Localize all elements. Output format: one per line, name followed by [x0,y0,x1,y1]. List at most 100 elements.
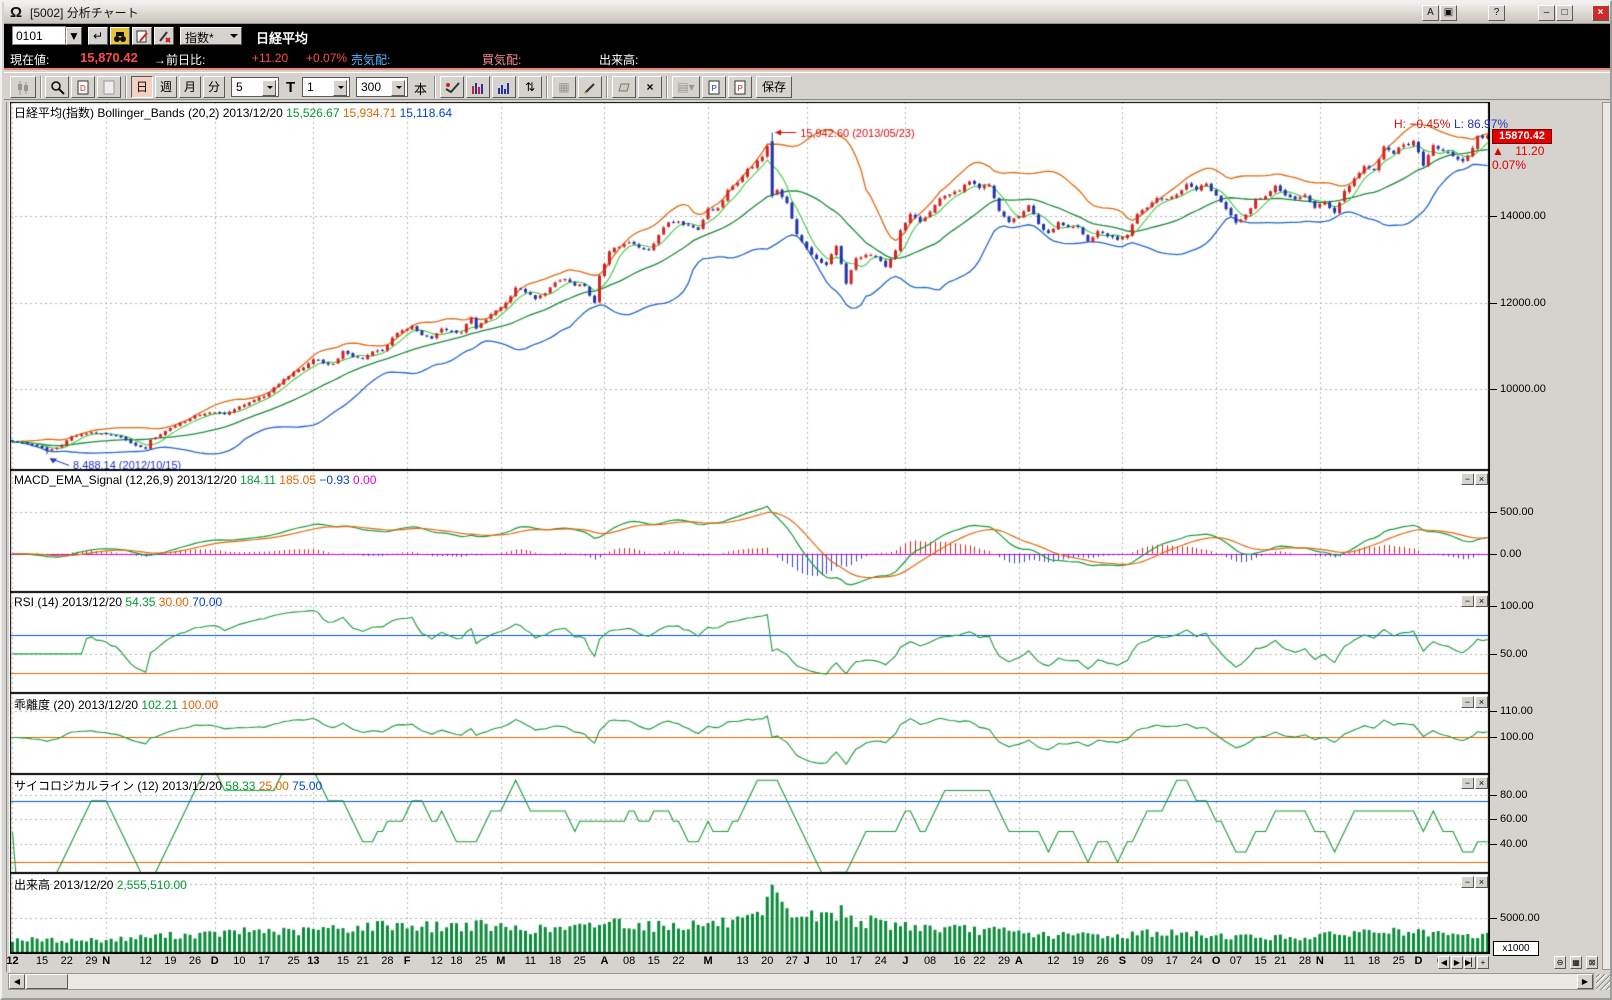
chart-jump-latest-button[interactable]: ▶▏ [1464,956,1478,969]
y-axis-tick-label: 50.00 [1500,647,1528,660]
vol-panel-minimize-button[interactable]: − [1461,876,1474,888]
macd-panel-close-button[interactable]: × [1475,473,1488,485]
interval-select[interactable]: 1 [302,77,350,97]
x-axis-day-label: 19 [1071,955,1085,967]
psych-panel-close-button[interactable]: × [1475,777,1488,789]
rsi-panel-close-button[interactable]: × [1475,595,1488,607]
zoom-tool-button[interactable] [45,76,69,98]
symbol-input[interactable] [12,26,66,45]
x-axis-month-label: M [703,955,713,967]
close-crosshair-button[interactable]: ⊠ [1586,956,1598,969]
zoom-out-button[interactable]: ⊖ [1554,956,1566,969]
rsi-panel-minimize-button[interactable]: − [1461,595,1474,607]
draw-line-button[interactable] [578,76,602,98]
eraser-button[interactable] [612,76,636,98]
period-weekly-button[interactable]: 週 [155,76,177,98]
header-segment: −0.93 [316,473,350,487]
header-segment: 54.35 [125,595,156,609]
rsi-panel-header: RSI (14) 2013/12/20 54.35 30.00 70.00 [14,595,222,609]
pencil-icon [584,83,595,94]
kairi-panel-minimize-button[interactable]: − [1461,696,1474,708]
delete-all-button[interactable]: × [638,76,662,98]
period-minute-button[interactable]: 分 [203,76,225,98]
price-chart-canvas[interactable] [10,102,1490,954]
symbol-row: ▼ ↵ 指数* 日経平均 [4,24,1610,48]
y-axis-tick [1490,843,1497,845]
header-segment: MACD_EMA_Signal (12,26,9) 2013/12/20 [14,473,241,487]
minimize-button[interactable]: – [1538,5,1555,21]
volume-style-button[interactable] [466,76,490,98]
x-axis-day-label: 29 [997,955,1011,967]
scrollbar-right-arrow[interactable]: ▶ [1577,974,1593,989]
scrollbar-left-arrow[interactable]: ◀ [9,974,25,989]
edit-memo-button[interactable] [132,27,152,45]
y-axis-tick [1490,553,1497,555]
separator-line [4,68,1610,70]
y-axis-tick-label: 10000.00 [1500,383,1546,396]
period-monthly-button[interactable]: 月 [179,76,201,98]
x-axis-day-label: 19 [164,955,177,967]
save-button[interactable]: 保存 [756,76,792,98]
brush-tool-button[interactable] [440,76,464,98]
horizontal-scrollbar[interactable]: ◀ ▶ [8,973,1594,990]
symbol-dropdown-button[interactable]: ▼ [66,27,82,45]
chart-scroll-right-button[interactable]: ▶ [1451,956,1463,969]
x-axis-day-label: 28 [1298,955,1312,967]
x-axis-day-label: 12 [430,955,443,967]
print-preview-button[interactable]: P [702,76,726,98]
x-axis-day-label: 18 [1367,955,1381,967]
prev-day-label: →前日比: [154,53,206,67]
x-axis-month-label: M [496,955,506,967]
category-select[interactable]: 指数* [180,27,242,45]
quote-row: 現在値: 15,870.42 →前日比: +11.20 +0.07% 売気配: … [4,48,1610,68]
x-axis-day-label: 10 [233,955,246,967]
scale-adjust-button[interactable]: ⇅ [518,76,542,98]
binoculars-search-button[interactable] [110,27,130,45]
header-segment: 100.00 [178,698,219,712]
enter-symbol-button[interactable]: ↵ [88,27,108,45]
psych-panel-minimize-button[interactable]: − [1461,777,1474,789]
chart-scroll-left-button[interactable]: ◀ [1438,956,1450,969]
scrollbar-thumb[interactable] [26,974,68,989]
chart-zoom-button[interactable]: + [1477,956,1489,969]
vol-panel-close-button[interactable]: × [1475,876,1488,888]
a-button[interactable]: A [1422,5,1439,21]
macd-panel-minimize-button[interactable]: − [1461,473,1474,485]
candlestick-tool-button[interactable] [10,76,36,98]
copy-chart-button[interactable]: ▤▾ [672,76,700,98]
copy-page-button[interactable] [97,76,121,98]
grid-button[interactable]: ▦ [552,76,576,98]
y-axis-tick [1490,389,1497,391]
period-daily-button[interactable]: 日 [131,76,153,98]
header-segment: 30.00 [155,595,189,609]
print-button[interactable]: P [728,76,752,98]
candlestick-icon [18,80,28,95]
layout-icon[interactable]: ▣ [1440,5,1457,21]
toolbar-divider [40,76,42,98]
header-segment: 184.11 [240,473,276,487]
x-axis-month-label: A [600,955,609,967]
high-pct-label: H: −0.45% [1394,117,1451,131]
resize-grip[interactable] [1596,974,1610,990]
ma-period-select[interactable]: 5 [231,77,279,97]
pen-clear-button[interactable] [154,27,174,45]
histogram-button[interactable] [492,76,516,98]
y-axis-tick-label: 5000.00 [1500,912,1540,925]
bar-count-select[interactable]: 300 [356,77,408,97]
y-axis-tick-label: 110.00 [1500,705,1533,718]
brush-check-icon [444,82,460,94]
y-axis-tick [1490,606,1497,608]
volume-label: 出来高: [599,53,639,67]
y-axis-tick [1490,794,1497,796]
svg-text:D: D [80,84,86,93]
new-page-button[interactable]: D [71,76,95,98]
maximize-button[interactable]: □ [1556,5,1573,21]
grid-toggle-button[interactable]: ▦ [1570,956,1582,969]
app-logo-icon: Ω [10,4,23,21]
x-axis-month-label: D [1414,955,1423,967]
close-button[interactable]: × [1592,5,1609,21]
volume-multiplier-label: x1000 [1493,941,1539,956]
help-button[interactable]: ? [1488,5,1505,21]
y-axis-tick-label: 100.00 [1500,600,1534,613]
kairi-panel-close-button[interactable]: × [1475,696,1488,708]
